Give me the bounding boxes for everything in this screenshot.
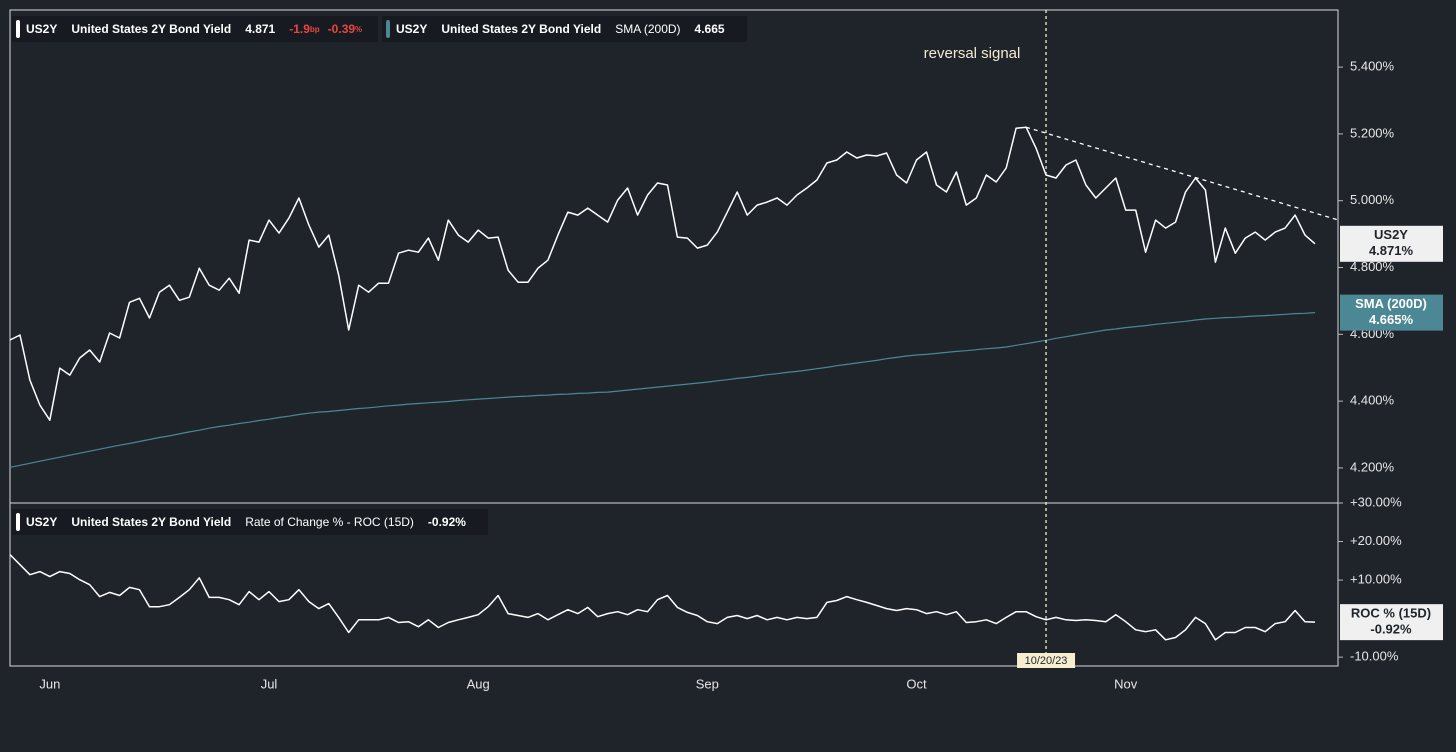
sma-legend: US2Y United States 2Y Bond Yield SMA (20… bbox=[382, 16, 747, 42]
series-name: United States 2Y Bond Yield bbox=[71, 515, 232, 529]
last-value: -0.92% bbox=[427, 515, 466, 529]
y-tick-label: 4.800% bbox=[1350, 259, 1395, 274]
price-box bbox=[1340, 294, 1443, 331]
price-box bbox=[1340, 225, 1443, 262]
change: -1.9 bbox=[289, 22, 310, 36]
series-line bbox=[9, 554, 1316, 641]
legend-swatch bbox=[386, 20, 390, 38]
y-tick-label: 5.400% bbox=[1350, 59, 1395, 74]
y-tick-label: 4.200% bbox=[1350, 459, 1395, 474]
price-box-value: 4.871% bbox=[1369, 243, 1414, 258]
series-name: United States 2Y Bond Yield bbox=[441, 22, 602, 36]
price-box-name: SMA (200D) bbox=[1355, 296, 1427, 311]
annotation: reversal signal bbox=[924, 45, 1021, 62]
series-legend: US2Y United States 2Y Bond Yield 4.871 -… bbox=[12, 16, 379, 42]
x-tick-label: Oct bbox=[906, 676, 927, 691]
panel-frame bbox=[9, 502, 1339, 667]
price-box-value: -0.92% bbox=[1370, 622, 1412, 637]
x-tick-label: Aug bbox=[467, 676, 490, 691]
series-line bbox=[9, 126, 1316, 421]
panel-frame bbox=[9, 9, 1339, 504]
y-tick-label: +30.00% bbox=[1350, 494, 1402, 509]
legend-swatch bbox=[16, 20, 20, 38]
x-tick-label: Jul bbox=[261, 676, 278, 691]
x-tick-label: Sep bbox=[696, 676, 719, 691]
roc-legend: US2Y United States 2Y Bond Yield Rate of… bbox=[12, 509, 488, 535]
symbol: US2Y bbox=[396, 22, 428, 36]
last-value: 4.665 bbox=[694, 22, 725, 36]
y-tick-label: 5.200% bbox=[1350, 125, 1395, 140]
y-tick-label: +10.00% bbox=[1350, 572, 1402, 587]
trendline bbox=[1025, 126, 1339, 221]
y-tick-label: +20.00% bbox=[1350, 533, 1402, 548]
pct-unit: % bbox=[355, 24, 363, 34]
change-unit: bp bbox=[309, 24, 320, 34]
symbol: US2Y bbox=[26, 515, 58, 529]
study-name: Rate of Change % - ROC (15D) bbox=[245, 515, 414, 529]
legend-swatch bbox=[16, 513, 20, 531]
change-pct: -0.39 bbox=[327, 22, 356, 36]
y-tick-label: 4.400% bbox=[1350, 393, 1395, 408]
price-box-name: US2Y bbox=[1374, 227, 1408, 242]
price-box-name: ROC % (15D) bbox=[1351, 606, 1431, 621]
x-tick-label: Jun bbox=[39, 676, 60, 691]
series-name: United States 2Y Bond Yield bbox=[71, 22, 232, 36]
series-line bbox=[9, 312, 1316, 468]
price-box bbox=[1340, 604, 1443, 641]
last-value: 4.871 bbox=[245, 22, 276, 36]
symbol: US2Y bbox=[26, 22, 58, 36]
price-box-value: 4.665% bbox=[1369, 312, 1414, 327]
y-tick-label: -10.00% bbox=[1350, 649, 1399, 664]
crosshair-label: 10/20/23 bbox=[1025, 655, 1068, 667]
crosshair-label-box bbox=[1017, 653, 1076, 668]
study-name: SMA (200D) bbox=[615, 22, 681, 36]
y-tick-label: 5.000% bbox=[1350, 192, 1395, 207]
x-tick-label: Nov bbox=[1114, 676, 1138, 691]
